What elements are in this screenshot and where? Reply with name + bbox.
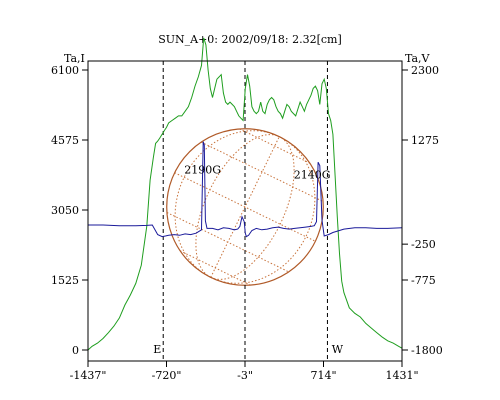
x-tick-label: 1431": [385, 369, 418, 382]
limb-marker-label: W: [332, 343, 344, 356]
y-left-label: Ta,I: [64, 52, 85, 65]
y-right-tick-label: -1800: [411, 344, 443, 357]
y-left-tick-label: 1525: [51, 274, 79, 287]
series-line-right: [88, 141, 403, 238]
y-right-tick-label: -250: [411, 238, 436, 251]
series-group: [87, 37, 403, 351]
series-line-left: [87, 37, 403, 351]
y-left-tick-label: 3050: [51, 204, 79, 217]
disk-meridian: [195, 134, 280, 278]
x-tick-label: -3": [237, 369, 253, 382]
y-left-tick-label: 4575: [51, 134, 79, 147]
chart-title: SUN_A+0: 2002/09/18: 2.32[cm]: [158, 33, 342, 46]
y-right-tick-label: 1275: [411, 134, 439, 147]
x-tick-label: -720": [152, 369, 182, 382]
y-right-label: Ta,V: [405, 52, 431, 65]
x-tick-label: 714": [310, 369, 336, 382]
disk-meridian: [174, 130, 280, 278]
limb-marker-label: E: [153, 343, 161, 356]
y-left-tick-label: 0: [72, 344, 79, 357]
disk-parallel: [201, 141, 324, 202]
annotation-label: 2140G: [294, 168, 331, 181]
disk-parallel: [166, 212, 289, 273]
disk-meridian: [210, 136, 316, 284]
y-left-tick-label: 6100: [51, 64, 79, 77]
disk-meridian: [210, 136, 295, 280]
disk-parallel: [174, 172, 316, 242]
x-tick-label: -1437": [70, 369, 107, 382]
axis-ticks: -1437" -720" -3" 714" 1431" 0 1525 3050 4575 6100…: [51, 64, 443, 382]
annotations: 2190G 2140G: [184, 164, 330, 182]
disk-parallel: [179, 250, 251, 286]
y-right-tick-label: -775: [411, 274, 436, 287]
y-right-tick-label: 2300: [411, 64, 439, 77]
disk-parallel: [239, 128, 311, 164]
annotation-label: 2190G: [184, 164, 221, 177]
